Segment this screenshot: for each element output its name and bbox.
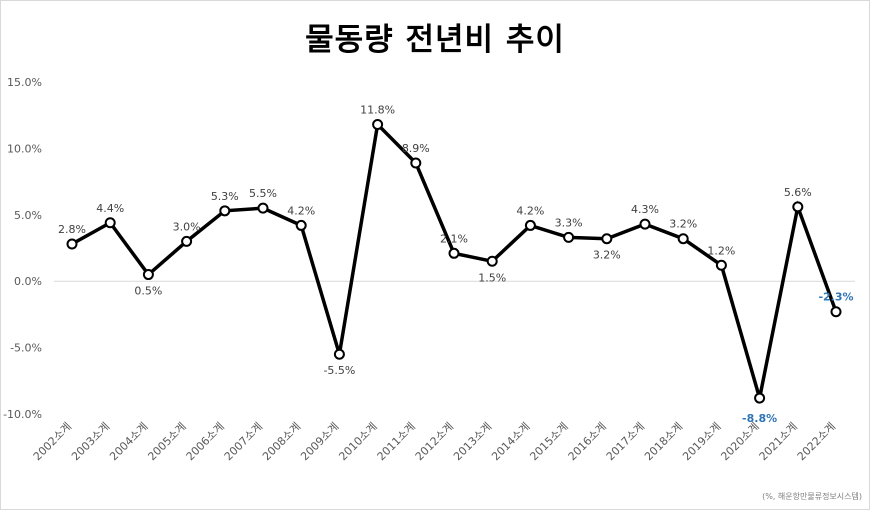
x-tick-label: 2011소계: [375, 420, 418, 463]
data-point: [372, 118, 384, 130]
x-tick-label: 2016소계: [566, 420, 609, 463]
x-tick-label: 2020소계: [718, 420, 761, 463]
y-tick-label: 15.0%: [7, 76, 42, 89]
data-point: [66, 238, 78, 250]
x-tick-label: 2021소계: [757, 420, 800, 463]
data-label: 3.2%: [593, 249, 621, 262]
x-tick-label: 2009소계: [298, 420, 341, 463]
x-tick-label: 2017소계: [604, 420, 647, 463]
data-point: [219, 205, 231, 217]
x-tick-label: 2006소계: [184, 420, 227, 463]
data-label: -8.8%: [742, 412, 777, 425]
data-label: 11.8%: [360, 103, 395, 116]
x-tick-label: 2015소계: [527, 420, 570, 463]
data-label: 5.6%: [784, 186, 812, 199]
data-label: 2.8%: [58, 223, 86, 236]
data-point: [333, 348, 345, 360]
data-label: -5.5%: [323, 364, 355, 377]
y-tick-label: 10.0%: [7, 142, 42, 155]
data-point: [677, 233, 689, 245]
x-tick-label: 2022소계: [795, 420, 838, 463]
y-tick-label: -10.0%: [3, 408, 42, 421]
x-tick-label: 2002소계: [31, 420, 74, 463]
data-point: [792, 201, 804, 213]
data-label: 2.1%: [440, 232, 468, 245]
data-point: [563, 231, 575, 243]
x-tick-label: 2005소계: [145, 420, 188, 463]
data-label: 3.0%: [173, 220, 201, 233]
data-label: 0.5%: [134, 285, 162, 298]
x-tick-label: 2012소계: [413, 420, 456, 463]
data-point: [754, 392, 766, 404]
y-tick-label: -5.0%: [10, 342, 42, 355]
data-label: 4.2%: [516, 204, 544, 217]
data-label: 3.3%: [555, 216, 583, 229]
data-point: [142, 269, 154, 281]
x-tick-label: 2008소계: [260, 420, 303, 463]
data-label: 1.2%: [707, 244, 735, 257]
data-point: [181, 235, 193, 247]
data-point: [104, 217, 116, 229]
data-label: 5.3%: [211, 190, 239, 203]
data-point: [448, 247, 460, 259]
data-label: 8.9%: [402, 142, 430, 155]
data-label: 4.4%: [96, 202, 124, 215]
x-tick-label: 2010소계: [336, 420, 379, 463]
x-tick-label: 2003소계: [69, 420, 112, 463]
data-label: 5.5%: [249, 187, 277, 200]
x-tick-label: 2013소계: [451, 420, 494, 463]
x-tick-label: 2018소계: [642, 420, 685, 463]
y-tick-label: 5.0%: [14, 209, 42, 222]
data-point: [601, 233, 613, 245]
y-tick-label: 0.0%: [14, 275, 42, 288]
data-point: [830, 306, 842, 318]
data-label: 4.3%: [631, 203, 659, 216]
data-point: [295, 219, 307, 231]
data-label: -2.3%: [818, 291, 853, 304]
x-tick-label: 2014소계: [489, 420, 532, 463]
data-point: [486, 255, 498, 267]
data-point: [410, 157, 422, 169]
data-label: 4.2%: [287, 204, 315, 217]
data-label: 1.5%: [478, 271, 506, 284]
data-point: [715, 259, 727, 271]
data-point: [257, 202, 269, 214]
data-point: [524, 219, 536, 231]
x-tick-label: 2019소계: [680, 420, 723, 463]
data-point: [639, 218, 651, 230]
data-label: 3.2%: [669, 218, 697, 231]
source-note: (%, 해운항만물류정보시스템): [762, 492, 862, 501]
chart-title: 물동량 전년비 추이: [305, 22, 565, 58]
x-tick-label: 2007소계: [222, 420, 265, 463]
x-tick-label: 2004소계: [107, 420, 150, 463]
